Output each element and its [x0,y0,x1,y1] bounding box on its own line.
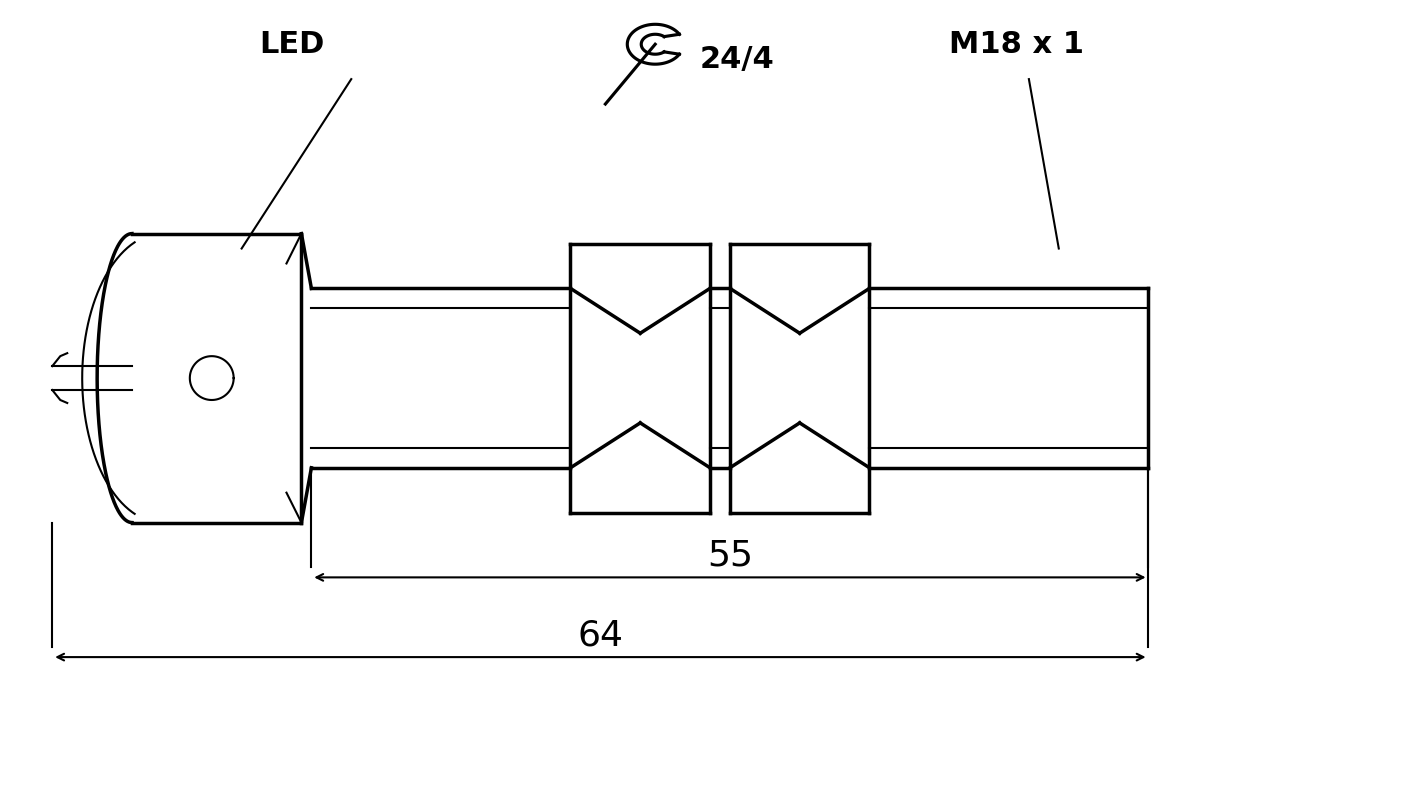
Text: M18 x 1: M18 x 1 [949,30,1083,59]
Text: 24/4: 24/4 [700,45,775,73]
Text: 64: 64 [578,618,623,652]
Text: LED: LED [258,30,324,59]
Text: 55: 55 [707,539,753,572]
